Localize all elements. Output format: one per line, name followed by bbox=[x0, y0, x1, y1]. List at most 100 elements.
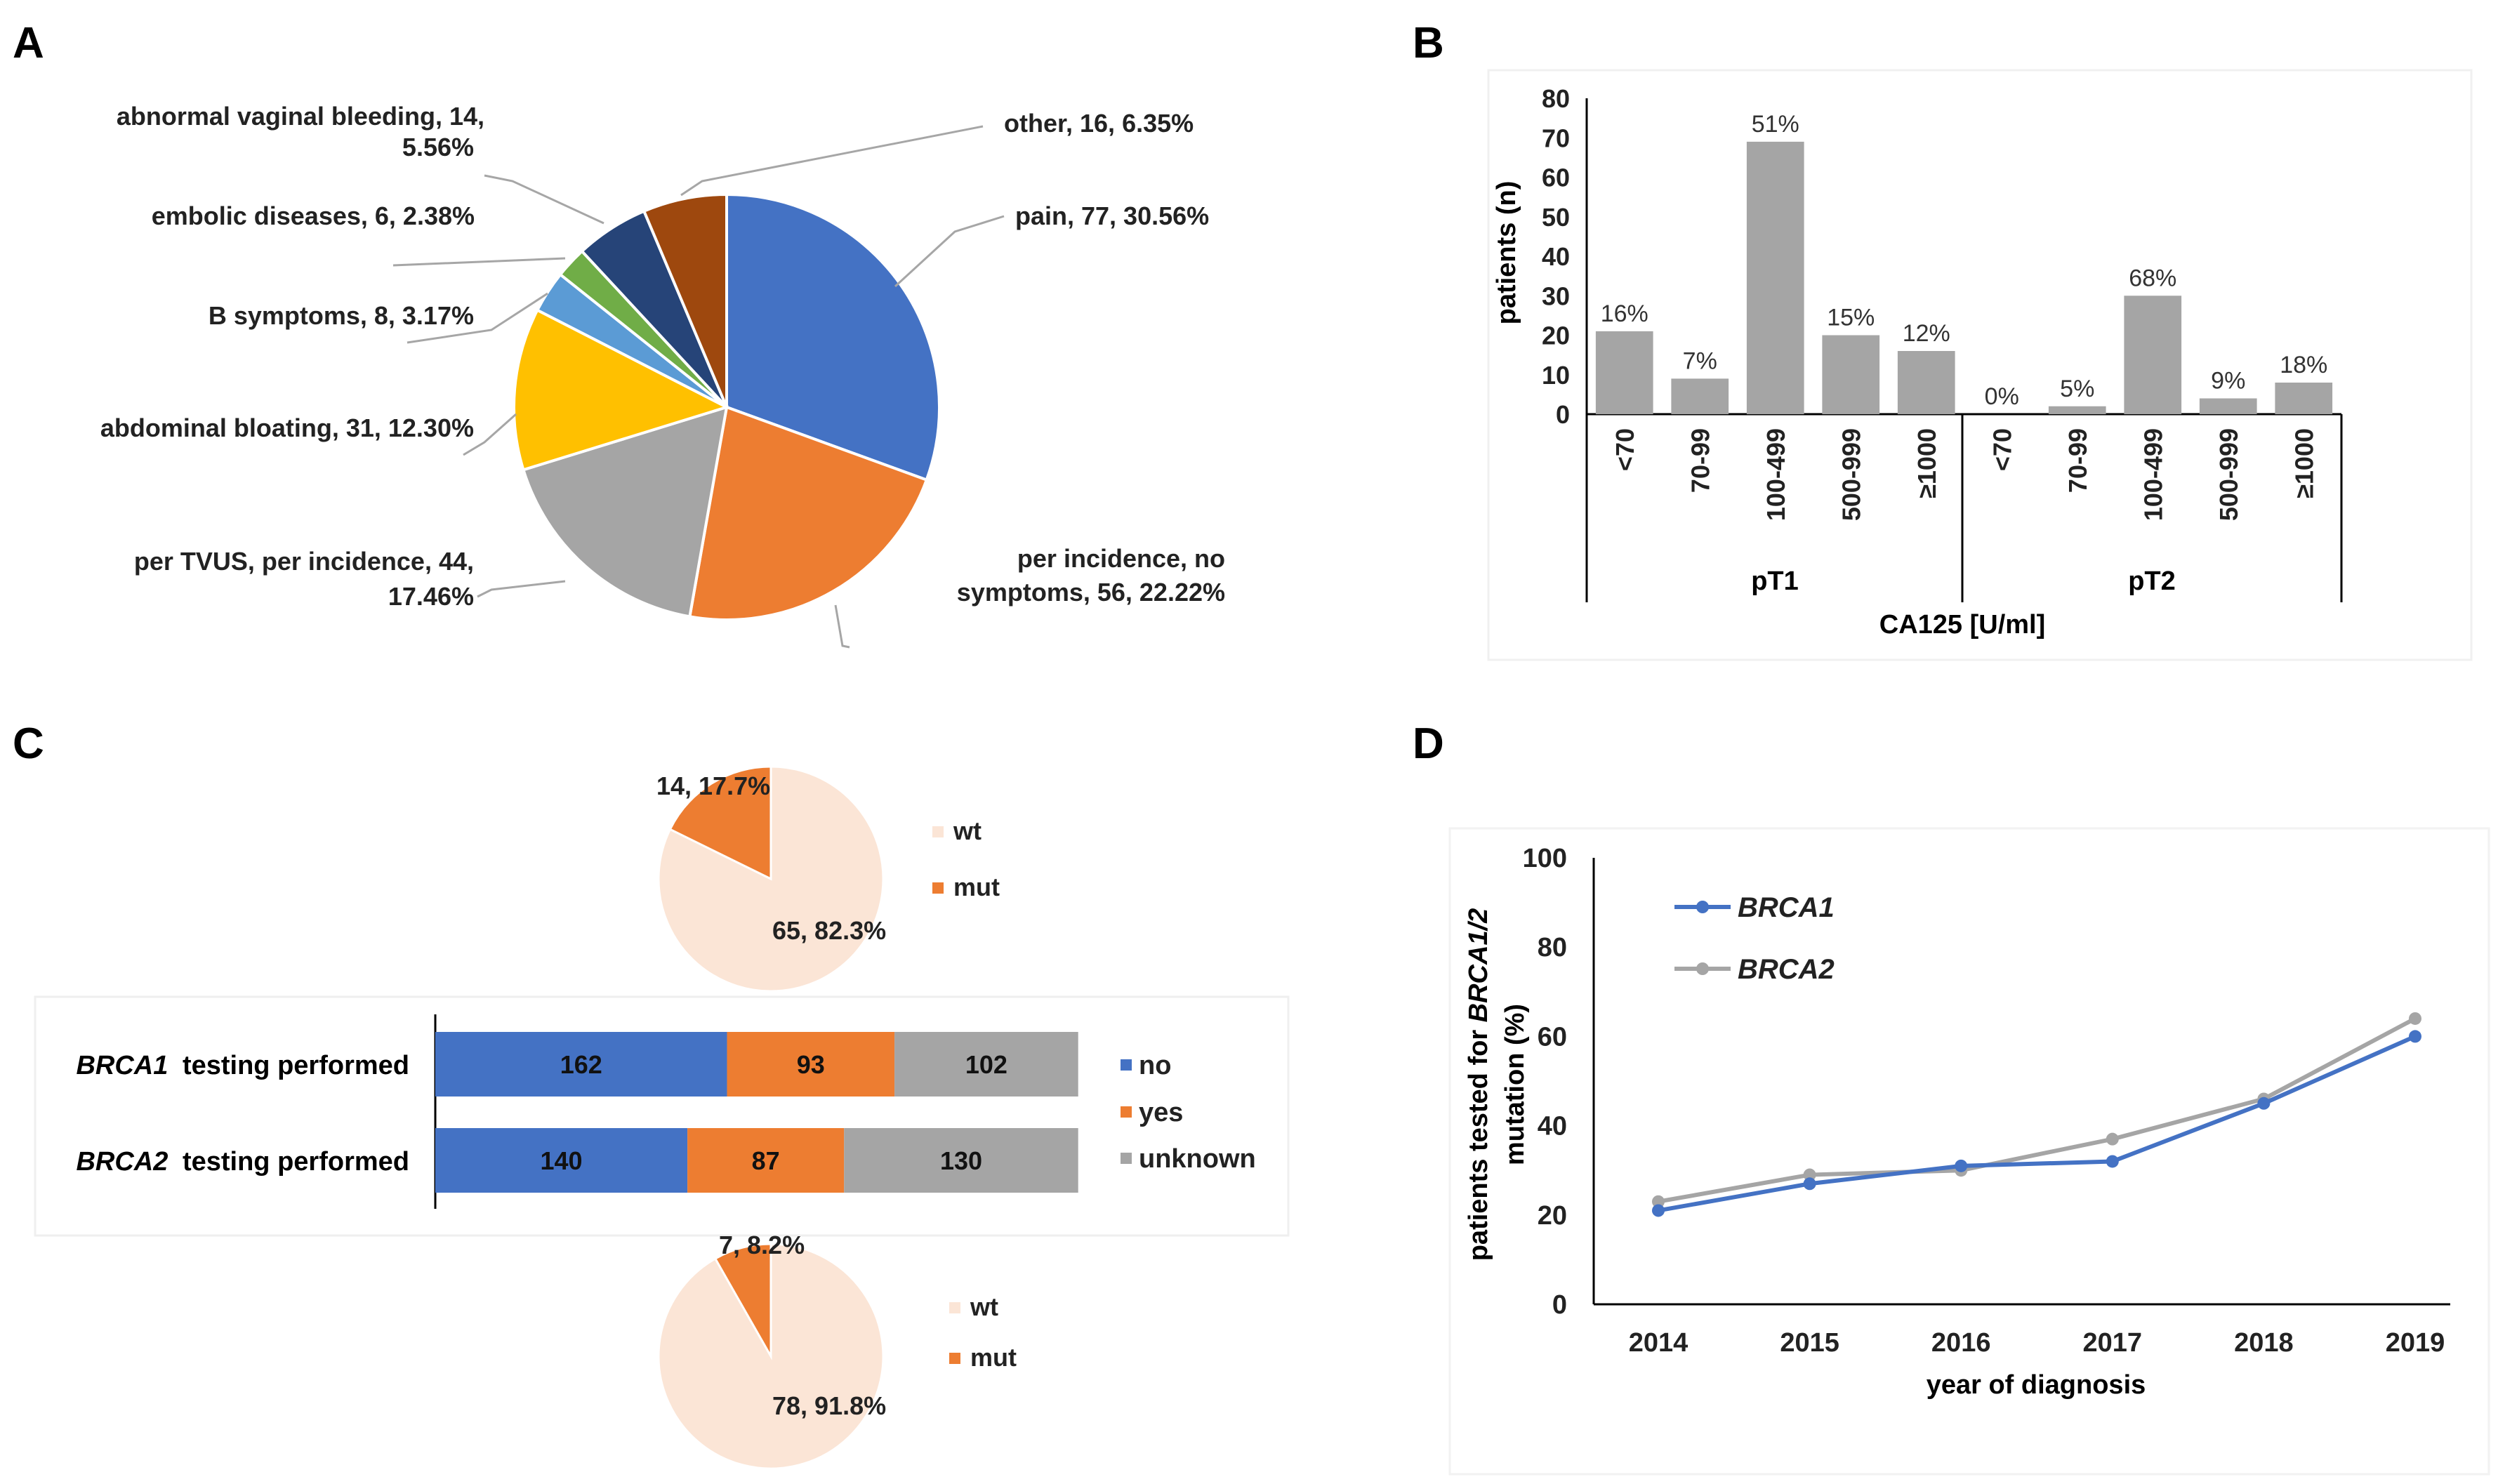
leader-per-incidence bbox=[834, 604, 850, 649]
d-x-tick-2014: 2014 bbox=[1629, 1328, 1689, 1358]
bar-label-pt2-0: 0% bbox=[1985, 383, 2019, 410]
point-brca1-2017 bbox=[2106, 1155, 2119, 1168]
bar-label-pt1-3: 15% bbox=[1827, 305, 1875, 331]
panel-b-frame bbox=[1487, 69, 2473, 661]
label-embolic-diseases: embolic diseases, 6, 2.38% bbox=[152, 201, 475, 230]
stack-brca2-no bbox=[435, 1128, 688, 1193]
y-tick-60: 60 bbox=[1542, 164, 1570, 192]
panel-b-bar-chart: 0 10 20 30 40 50 60 70 80 16% 7% 51% 15% 12% 0% 5% 68% 9… bbox=[1487, 69, 2473, 661]
pie2-legend-wt: wt bbox=[970, 1292, 998, 1321]
panel-d-label: D bbox=[1413, 720, 1444, 768]
brca2-row-text: testing performed bbox=[183, 1147, 409, 1177]
d-y-axis-title-2: mutation (%) bbox=[1500, 1004, 1530, 1165]
stack-label-brca1-unknown: 102 bbox=[965, 1050, 1007, 1079]
bar-pt2-4 bbox=[2275, 383, 2333, 414]
stack-label-brca2-yes: 87 bbox=[752, 1146, 780, 1175]
line-brca2 bbox=[1658, 1016, 2417, 1204]
pie2-legend-mut-swatch bbox=[949, 1353, 960, 1364]
brca1-row-label: BRCA1 testing performed bbox=[76, 1051, 409, 1080]
bar-label-pt1-1: 7% bbox=[1683, 347, 1717, 374]
d-y-tick-80: 80 bbox=[1538, 933, 1567, 962]
bar-label-pt2-4: 18% bbox=[2280, 352, 2327, 378]
d-x-tick-2016: 2016 bbox=[1931, 1328, 1991, 1358]
panel-b-label: B bbox=[1413, 19, 1444, 67]
y-tick-40: 40 bbox=[1542, 242, 1570, 271]
bar-label-pt2-3: 9% bbox=[2211, 368, 2245, 395]
stack-brca2-yes bbox=[687, 1128, 845, 1193]
label-abnormal-vaginal-bleeding-2: 5.56% bbox=[402, 133, 474, 161]
bar-label-pt1-0: 16% bbox=[1601, 300, 1648, 327]
legend-brca1: BRCA1 bbox=[1738, 892, 1835, 923]
y-tick-0: 0 bbox=[1556, 400, 1570, 429]
legend-yes-swatch bbox=[1121, 1106, 1132, 1118]
panel-c-label: C bbox=[13, 720, 44, 768]
y-axis-title: patients (n) bbox=[1492, 181, 1521, 325]
pie1-legend-mut: mut bbox=[953, 873, 1000, 901]
leader-bleeding bbox=[484, 174, 604, 225]
legend-brca1-marker bbox=[1696, 901, 1709, 913]
label-per-tvus-1: per TVUS, per incidence, 44, bbox=[134, 547, 474, 576]
d-y-axis-title-1: patients tested for BRCA1/2 bbox=[1464, 908, 1493, 1261]
legend-no-swatch bbox=[1121, 1059, 1132, 1071]
stack-brca1-yes bbox=[727, 1032, 895, 1097]
bar-label-pt1-4: 12% bbox=[1903, 320, 1950, 347]
pie1-wt-label: 65, 82.3% bbox=[772, 916, 886, 945]
leader-embolic bbox=[392, 257, 566, 267]
pie2-wt-label: 78, 91.8% bbox=[772, 1391, 886, 1420]
x-tick-pt1-0: <70 bbox=[1611, 428, 1639, 471]
stack-brca2-unknown bbox=[844, 1128, 1078, 1193]
d-x-tick-2017: 2017 bbox=[2083, 1328, 2143, 1358]
group-label-pt2: pT2 bbox=[2128, 567, 2176, 596]
leader-per-tvus bbox=[477, 580, 566, 598]
x-tick-pt1-2: 100-499 bbox=[1762, 428, 1790, 521]
pie2-legend-mut: mut bbox=[970, 1343, 1017, 1372]
pie-slice-per-tvus bbox=[521, 405, 729, 618]
d-x-tick-2015: 2015 bbox=[1780, 1328, 1839, 1358]
d-y-tick-100: 100 bbox=[1523, 844, 1567, 873]
pie1-legend-wt-swatch bbox=[932, 826, 944, 837]
stack-label-brca1-yes: 93 bbox=[797, 1050, 825, 1079]
legend-unknown-swatch bbox=[1121, 1153, 1132, 1164]
pie2-mut-label: 7, 8.2% bbox=[719, 1231, 805, 1259]
bar-label-pt1-2: 51% bbox=[1752, 111, 1799, 138]
leader-pain bbox=[894, 215, 1005, 288]
point-brca1-2015 bbox=[1803, 1177, 1816, 1191]
brca2-row-label: BRCA2 testing performed bbox=[76, 1147, 409, 1177]
panel-a-label: A bbox=[13, 19, 44, 67]
bar-pt1-3 bbox=[1822, 335, 1880, 414]
stack-label-brca1-no: 162 bbox=[560, 1050, 602, 1079]
group-label-pt1: pT1 bbox=[1751, 567, 1799, 596]
pie-slice-per-incidence bbox=[688, 405, 929, 621]
pie-slice-abdominal-bloating bbox=[513, 308, 731, 472]
d-y-tick-40: 40 bbox=[1538, 1112, 1567, 1141]
d-y-tick-0: 0 bbox=[1552, 1290, 1567, 1320]
x-tick-pt2-3: 500-999 bbox=[2214, 428, 2243, 521]
y-tick-30: 30 bbox=[1542, 281, 1570, 310]
point-brca1-2019 bbox=[2409, 1030, 2421, 1043]
brca1-gene: BRCA1 bbox=[76, 1051, 168, 1080]
leader-other bbox=[680, 125, 984, 197]
pie2-legend-wt-swatch bbox=[949, 1302, 960, 1313]
pie1-legend-wt: wt bbox=[953, 816, 982, 845]
pie1-legend-mut-swatch bbox=[932, 882, 944, 894]
label-b-symptoms: B symptoms, 8, 3.17% bbox=[209, 301, 474, 330]
pie-slice-other bbox=[642, 192, 728, 408]
label-abnormal-vaginal-bleeding-1: abnormal vaginal bleeding, 14, bbox=[117, 102, 484, 131]
bar-label-pt2-2: 68% bbox=[2129, 265, 2176, 291]
panel-c-chart: 14, 17.7% 65, 82.3% wt mut 7, 8.2% 78, 9… bbox=[34, 765, 1290, 1470]
panel-d-line-chart: 0 20 40 60 80 100 2014 2015 2016 2017 2018 2019 ye… bbox=[1448, 827, 2490, 1476]
bar-pt2-1 bbox=[2048, 406, 2106, 414]
y-tick-80: 80 bbox=[1542, 84, 1570, 113]
label-per-incidence-2: symptoms, 56, 22.22% bbox=[957, 578, 1225, 607]
x-tick-pt2-4: ≥1000 bbox=[2289, 428, 2318, 498]
legend-brca2: BRCA2 bbox=[1738, 954, 1835, 985]
legend-unknown: unknown bbox=[1139, 1144, 1256, 1174]
panel-d-frame bbox=[1448, 827, 2490, 1476]
d-x-axis-title: year of diagnosis bbox=[1927, 1370, 2146, 1400]
d-y-title-gene: BRCA1/2 bbox=[1464, 908, 1493, 1023]
y-tick-50: 50 bbox=[1542, 203, 1570, 232]
stacked-bar-frame bbox=[34, 995, 1290, 1237]
x-tick-pt1-4: ≥1000 bbox=[1912, 428, 1941, 498]
d-y-tick-20: 20 bbox=[1538, 1201, 1567, 1231]
